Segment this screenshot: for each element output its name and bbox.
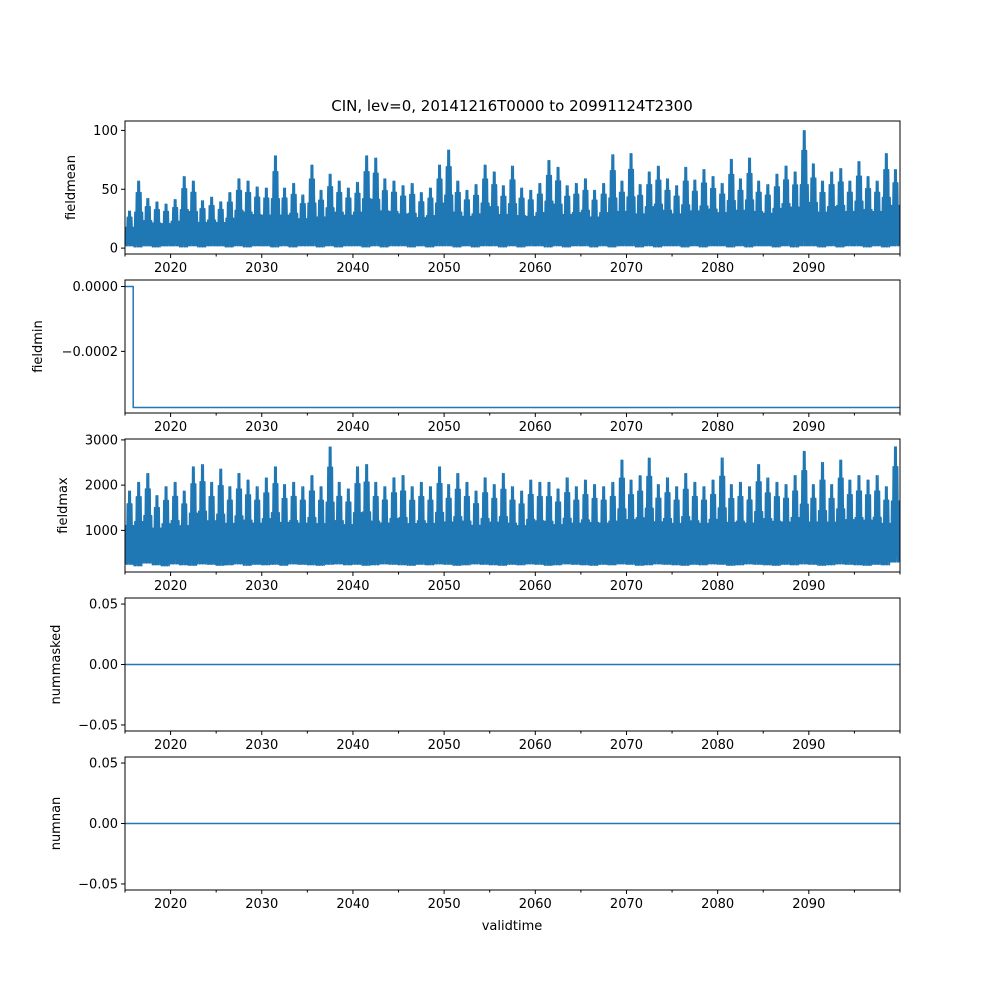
x-tick-label: 2040 bbox=[336, 420, 369, 435]
x-tick-label: 2030 bbox=[245, 897, 278, 912]
x-axis-label: validtime bbox=[482, 919, 543, 934]
x-tick-label: 2080 bbox=[701, 420, 734, 435]
x-tick-label: 2020 bbox=[154, 897, 187, 912]
x-tick-label: 2080 bbox=[701, 261, 734, 276]
x-tick-label: 2090 bbox=[792, 420, 825, 435]
x-tick-label: 2070 bbox=[610, 579, 643, 594]
y-tick-label: 0.05 bbox=[89, 598, 118, 613]
y-tick-label: 0 bbox=[110, 242, 118, 257]
subplot-fieldmean: 0 50 100 2020 2030 2040 2050 2060 2070 2080 2090 fi… bbox=[64, 120, 901, 276]
x-tick-label: 2020 bbox=[154, 261, 187, 276]
x-tick-label: 2070 bbox=[610, 897, 643, 912]
x-tick-label: 2050 bbox=[428, 261, 461, 276]
y-tick-label: 0.00 bbox=[89, 658, 118, 673]
y-tick-label: −0.05 bbox=[78, 877, 118, 892]
x-tick-label: 2050 bbox=[428, 738, 461, 753]
y-axis-label: fieldmin bbox=[31, 320, 46, 373]
x-tick-label: 2060 bbox=[519, 579, 552, 594]
fieldmean-axes-frame bbox=[124, 120, 901, 255]
x-tick-label: 2090 bbox=[792, 897, 825, 912]
x-tick-label: 2090 bbox=[792, 738, 825, 753]
subplot-fieldmin: 0.0000 −0.0002 2020 2030 2040 2050 2060 2070 208… bbox=[31, 279, 901, 435]
x-tick-label: 2090 bbox=[792, 261, 825, 276]
x-tick-label: 2090 bbox=[792, 579, 825, 594]
x-tick-label: 2050 bbox=[428, 579, 461, 594]
fieldmin-axes-frame bbox=[124, 279, 901, 414]
y-tick-label: −0.0002 bbox=[62, 345, 118, 360]
x-tick-label: 2040 bbox=[336, 261, 369, 276]
y-axis-label: nummasked bbox=[49, 625, 64, 705]
x-tick-label: 2080 bbox=[701, 897, 734, 912]
x-tick-label: 2020 bbox=[154, 579, 187, 594]
x-tick-label: 2070 bbox=[610, 738, 643, 753]
y-tick-label: 2000 bbox=[85, 479, 118, 494]
x-tick-label: 2080 bbox=[701, 738, 734, 753]
x-tick-label: 2020 bbox=[154, 420, 187, 435]
subplot-panels: 0 50 100 2020 2030 2040 2050 2060 2070 2080 2090 fi… bbox=[31, 120, 901, 912]
x-tick-label: 2030 bbox=[245, 738, 278, 753]
x-tick-label: 2060 bbox=[519, 420, 552, 435]
y-tick-label: 0.05 bbox=[89, 757, 118, 772]
x-tick-label: 2030 bbox=[245, 261, 278, 276]
subplot-numnan: 0.05 0.00 −0.05 2020 2030 2040 2050 2060 2070 208… bbox=[49, 756, 901, 912]
y-tick-label: 0.0000 bbox=[73, 280, 119, 295]
x-tick-label: 2060 bbox=[519, 897, 552, 912]
x-tick-label: 2070 bbox=[610, 420, 643, 435]
x-tick-label: 2020 bbox=[154, 738, 187, 753]
x-tick-label: 2040 bbox=[336, 897, 369, 912]
x-tick-label: 2040 bbox=[336, 738, 369, 753]
figure-title: CIN, lev=0, 20141216T0000 to 20991124T23… bbox=[331, 97, 693, 115]
y-axis-label: numnan bbox=[49, 797, 64, 851]
x-tick-label: 2050 bbox=[428, 420, 461, 435]
fieldmin-series-line bbox=[125, 285, 900, 409]
y-tick-label: 50 bbox=[101, 183, 118, 198]
subplot-fieldmax: 1000 2000 3000 2020 2030 2040 2050 2060 2070 2080… bbox=[56, 433, 901, 594]
fieldmax-series-line bbox=[125, 446, 900, 567]
y-tick-label: 3000 bbox=[85, 433, 118, 448]
x-tick-label: 2060 bbox=[519, 261, 552, 276]
x-tick-label: 2030 bbox=[245, 579, 278, 594]
x-tick-label: 2040 bbox=[336, 579, 369, 594]
y-tick-label: 100 bbox=[93, 124, 118, 139]
y-tick-label: −0.05 bbox=[78, 718, 118, 733]
subplot-nummasked: 0.05 0.00 −0.05 2020 2030 2040 2050 2060 2070 208… bbox=[49, 597, 901, 753]
y-tick-label: 0.00 bbox=[89, 817, 118, 832]
fieldmean-series-line bbox=[125, 129, 900, 248]
x-tick-label: 2080 bbox=[701, 579, 734, 594]
y-axis-label: fieldmean bbox=[64, 155, 79, 220]
x-tick-label: 2060 bbox=[519, 738, 552, 753]
x-tick-label: 2030 bbox=[245, 420, 278, 435]
y-axis-label: fieldmax bbox=[56, 477, 71, 534]
x-tick-label: 2050 bbox=[428, 897, 461, 912]
fieldmax-axes-frame bbox=[124, 438, 901, 573]
y-tick-label: 1000 bbox=[85, 524, 118, 539]
x-tick-label: 2070 bbox=[610, 261, 643, 276]
